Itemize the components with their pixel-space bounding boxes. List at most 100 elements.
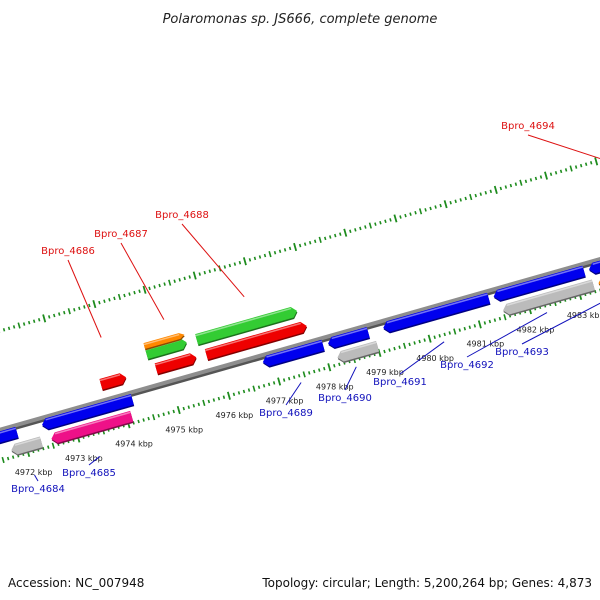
scale-tick bbox=[388, 348, 391, 352]
scale-tick bbox=[544, 171, 548, 180]
gene-label: Bpro_4687 bbox=[94, 229, 148, 240]
scale-tick bbox=[138, 289, 141, 293]
scale-tick bbox=[217, 396, 221, 401]
gene-arrow bbox=[0, 426, 19, 447]
gene-highlight bbox=[205, 322, 301, 352]
gene-highlight bbox=[54, 411, 131, 435]
gene-arrow bbox=[144, 338, 187, 360]
scale-tick bbox=[48, 315, 51, 319]
scale-tick bbox=[534, 176, 538, 181]
gene-arrow bbox=[195, 306, 298, 345]
scale-tick bbox=[242, 257, 247, 266]
scale-tick bbox=[282, 378, 286, 382]
gene-label: Bpro_4689 bbox=[259, 408, 313, 419]
scale-tick bbox=[323, 366, 326, 371]
scale-tick bbox=[418, 339, 421, 344]
scale-tick bbox=[293, 242, 298, 252]
scale-tick bbox=[22, 322, 26, 326]
scale-tick bbox=[88, 303, 91, 308]
gene-highlight bbox=[497, 266, 584, 293]
scale-tick bbox=[302, 371, 306, 378]
scale-tick bbox=[232, 392, 236, 397]
scale-tick bbox=[499, 186, 503, 191]
scale-tick bbox=[519, 179, 523, 186]
scale-tick bbox=[172, 409, 175, 414]
label-leader bbox=[521, 302, 600, 345]
scale-tick bbox=[399, 215, 402, 219]
gene-arrow bbox=[154, 353, 197, 374]
label-leader bbox=[527, 134, 600, 160]
scale-tick bbox=[489, 189, 493, 194]
scale-tick bbox=[2, 328, 6, 332]
gene-bpro_4686 bbox=[99, 373, 127, 392]
scale-tick bbox=[524, 179, 528, 184]
gene-label: Bpro_4685 bbox=[62, 468, 116, 479]
scale-tick bbox=[297, 374, 301, 378]
label-leader bbox=[34, 474, 39, 482]
scale-tick bbox=[469, 193, 473, 201]
gene-highlight bbox=[0, 427, 17, 438]
scale-tick bbox=[253, 256, 257, 261]
scale-tick bbox=[529, 178, 533, 182]
gene-highlight bbox=[266, 340, 323, 358]
gene-bpro_4690 bbox=[328, 326, 371, 350]
gene-label: Bpro_4686 bbox=[41, 246, 95, 257]
scale-tick bbox=[327, 363, 332, 372]
scale-tick bbox=[167, 411, 170, 415]
scale-tick bbox=[594, 157, 599, 166]
scale-tick bbox=[257, 385, 261, 389]
gene-label: Bpro_4692 bbox=[440, 360, 494, 371]
scale-tick bbox=[237, 391, 241, 395]
scale-tick bbox=[268, 251, 272, 258]
scale-tick bbox=[313, 239, 317, 244]
backbone-line bbox=[0, 256, 600, 432]
gene-arrow bbox=[328, 326, 370, 348]
scale-tick bbox=[292, 375, 296, 379]
scale-tick bbox=[318, 236, 322, 243]
gene-highlight bbox=[99, 374, 121, 382]
gene-bpro_4691 bbox=[383, 292, 491, 334]
scale-tick bbox=[504, 185, 508, 189]
scale-tick bbox=[589, 161, 593, 165]
scale-tick bbox=[408, 342, 411, 347]
scale-tick bbox=[187, 405, 190, 409]
scale-tick bbox=[247, 388, 251, 392]
scale-tick bbox=[434, 205, 437, 209]
tick-label: 4983 kbp bbox=[567, 311, 600, 320]
scale-tick bbox=[303, 242, 307, 246]
scale-tick bbox=[453, 328, 457, 335]
feature-layer bbox=[0, 248, 600, 456]
scale-tick bbox=[498, 316, 502, 321]
scale-tick bbox=[288, 246, 292, 251]
map-title: Polaromonas sp. JS666, complete genome bbox=[163, 12, 438, 27]
scale-tick bbox=[298, 243, 302, 248]
gene-label: Bpro_4694 bbox=[501, 121, 555, 132]
scale-tick bbox=[58, 312, 61, 316]
scale-tick bbox=[458, 328, 461, 332]
scale-tick bbox=[569, 165, 573, 172]
gene-highlight bbox=[340, 341, 377, 354]
tick-label: 4981 kbp bbox=[466, 340, 504, 349]
scale-tick bbox=[479, 192, 482, 196]
gene-label: Bpro_4691 bbox=[373, 377, 427, 388]
scale-tick bbox=[473, 324, 477, 328]
scale-tick bbox=[178, 278, 181, 282]
scale-tick bbox=[142, 418, 145, 422]
scale-tick bbox=[433, 335, 436, 340]
scale-tick bbox=[162, 412, 165, 417]
gene-label: Bpro_4684 bbox=[11, 484, 65, 495]
tick-label: 4975 kbp bbox=[165, 425, 203, 434]
scale-tick bbox=[1, 456, 5, 464]
scale-tick bbox=[418, 208, 423, 215]
scale-tick bbox=[594, 289, 597, 294]
scale-tick bbox=[374, 222, 377, 226]
scale-tick bbox=[424, 208, 427, 212]
scale-tick bbox=[12, 325, 16, 329]
tick-label: 4977 kbp bbox=[266, 397, 304, 406]
scale-tick bbox=[454, 199, 457, 204]
scale-tick bbox=[73, 308, 76, 312]
scale-tick bbox=[67, 308, 71, 315]
scale-tick bbox=[359, 226, 362, 231]
gene-bpro_4684b bbox=[0, 426, 19, 448]
